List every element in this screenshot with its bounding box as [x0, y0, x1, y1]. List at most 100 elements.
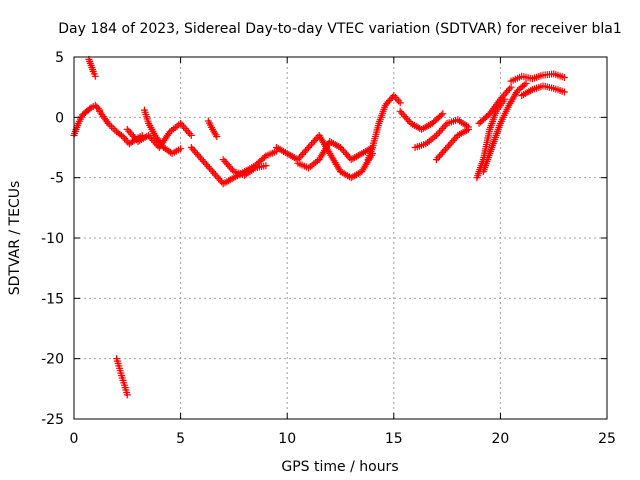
series-arc-15 — [432, 125, 472, 164]
data-point — [129, 132, 137, 140]
data-point — [219, 156, 227, 164]
data-point — [225, 163, 233, 170]
data-point — [442, 145, 450, 153]
data-layer — [70, 55, 568, 399]
data-point — [449, 137, 457, 145]
data-point — [260, 153, 268, 161]
data-point — [337, 144, 344, 151]
data-point — [305, 144, 312, 151]
data-point — [306, 142, 314, 150]
series-arc-18 — [475, 83, 515, 127]
x-tick-label: 5 — [176, 431, 185, 447]
data-point — [177, 145, 185, 153]
data-point — [560, 74, 568, 81]
data-point — [193, 150, 201, 158]
data-point — [344, 152, 352, 160]
data-point — [213, 173, 221, 181]
series-arc-2 — [85, 55, 99, 80]
data-point — [448, 138, 456, 146]
data-point — [184, 128, 192, 136]
series-arc-13 — [396, 107, 447, 133]
data-point — [434, 154, 442, 162]
data-point — [504, 87, 512, 95]
data-point — [117, 131, 125, 139]
data-point — [86, 105, 94, 113]
data-point — [187, 144, 195, 151]
y-tick-label: -10 — [41, 231, 64, 247]
data-point — [436, 128, 443, 136]
data-point — [183, 126, 191, 134]
data-point — [228, 166, 236, 174]
data-point — [104, 119, 112, 127]
series-arc-9 — [219, 156, 270, 179]
data-point — [401, 113, 409, 120]
data-point — [123, 125, 131, 133]
data-point — [442, 121, 450, 129]
data-point — [439, 125, 446, 132]
data-point — [210, 169, 218, 177]
data-point — [213, 133, 221, 141]
y-tick-label: -20 — [41, 352, 64, 368]
series-arc-12 — [364, 92, 404, 164]
data-point — [309, 138, 317, 146]
data-point — [128, 131, 136, 139]
data-point — [180, 123, 188, 131]
y-tick-label: -25 — [41, 412, 64, 428]
data-point — [298, 150, 306, 158]
x-tick-label: 25 — [598, 431, 616, 447]
data-point — [464, 125, 472, 133]
data-point — [520, 81, 528, 89]
data-point — [146, 133, 154, 141]
data-point — [227, 164, 235, 172]
data-point — [311, 137, 319, 145]
data-point — [443, 144, 451, 151]
data-point — [398, 109, 406, 117]
data-point — [431, 133, 439, 141]
data-point — [106, 121, 114, 129]
data-point — [189, 145, 197, 153]
data-point — [212, 171, 220, 179]
data-point — [396, 107, 404, 115]
data-point — [131, 134, 139, 142]
data-point — [560, 88, 568, 96]
data-point — [440, 123, 448, 131]
data-point — [499, 92, 507, 100]
data-point — [503, 88, 510, 96]
data-point — [440, 147, 448, 155]
data-point — [216, 176, 224, 184]
y-tick-label: -5 — [50, 171, 64, 187]
data-point — [343, 150, 351, 158]
data-point — [338, 145, 346, 153]
data-point — [109, 124, 117, 132]
data-point — [396, 99, 404, 107]
data-point — [507, 83, 515, 91]
series-arc-10 — [273, 131, 376, 182]
data-point — [123, 391, 131, 399]
x-tick-label: 10 — [278, 431, 296, 447]
y-axis-label: SDTVAR / TECUs — [7, 181, 23, 296]
data-point — [437, 150, 445, 158]
data-point — [108, 123, 115, 131]
series-arc-20 — [518, 82, 568, 100]
x-tick-label: 15 — [385, 431, 403, 447]
data-point — [506, 85, 513, 93]
data-point — [125, 127, 133, 135]
data-point — [262, 162, 270, 170]
data-point — [498, 94, 506, 101]
data-point — [222, 159, 230, 167]
data-point — [178, 121, 186, 129]
data-point — [496, 95, 504, 103]
x-axis-label: GPS time / hours — [281, 459, 398, 475]
data-point — [434, 130, 442, 138]
data-point — [195, 152, 203, 160]
data-point — [436, 152, 443, 160]
data-point — [437, 111, 445, 119]
data-point — [186, 130, 194, 138]
data-point — [206, 164, 213, 172]
data-point — [522, 80, 530, 87]
data-point — [187, 131, 195, 139]
tick-layer: 0 5 10 15 20 25 5 0 -5 -10 -15 -20 -25 — [41, 50, 616, 447]
data-point — [192, 149, 200, 157]
